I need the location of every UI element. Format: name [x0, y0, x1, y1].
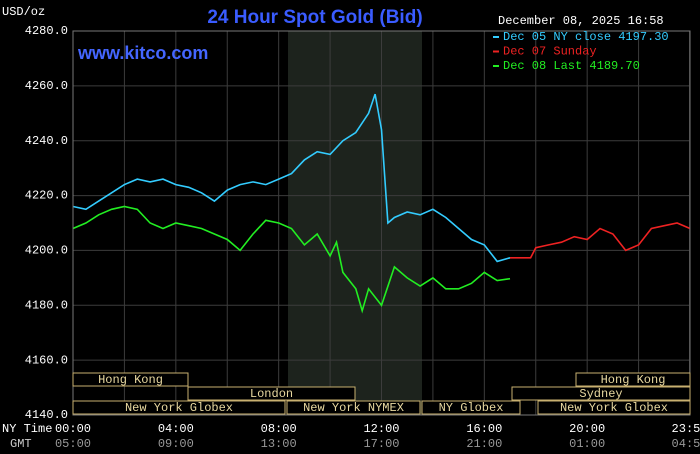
session-box: [187, 386, 356, 401]
legend-label: Dec 05 NY close 4197.30: [503, 30, 669, 44]
x-tick-gmt-label: 04:59: [672, 437, 700, 451]
x-tick-label: 16:00: [466, 422, 502, 436]
x-tick-label: 08:00: [261, 422, 297, 436]
y-tick-label: 4180.0: [25, 298, 68, 312]
session-label: New York Globex: [125, 401, 233, 415]
x-tick-label: 04:00: [158, 422, 194, 436]
x-tick-label: 12:00: [363, 422, 399, 436]
session-label: New York Globex: [560, 401, 668, 415]
y-tick-label: 4280.0: [25, 24, 68, 38]
x-row-label: NY Time: [2, 422, 52, 436]
x-row-label: GMT: [10, 437, 32, 451]
y-tick-label: 4260.0: [25, 79, 68, 93]
session-box: [72, 372, 189, 387]
overlap-shade: [288, 31, 422, 415]
session-label: Hong Kong: [601, 373, 666, 387]
x-tick-gmt-label: 05:00: [55, 437, 91, 451]
session-label: NY Globex: [439, 401, 504, 415]
session-label: New York NYMEX: [303, 401, 404, 415]
session-box: [537, 400, 691, 415]
legend-label: Dec 07 Sunday: [503, 45, 597, 59]
x-tick-label: 23:59: [672, 422, 700, 436]
lines: [72, 93, 691, 314]
y-tick-label: 4200.0: [25, 244, 68, 258]
x-tick-label: 20:00: [569, 422, 605, 436]
session-box: [421, 400, 521, 415]
y-tick-label: 4160.0: [25, 353, 68, 367]
plot-frame: [72, 30, 691, 416]
y-tick-label: 4220.0: [25, 189, 68, 203]
series-line: [72, 93, 511, 263]
y-tick-label: 4140.0: [25, 408, 68, 422]
x-tick-gmt-label: 09:00: [158, 437, 194, 451]
session-label: Hong Kong: [98, 373, 163, 387]
timestamp: December 08, 2025 16:58: [498, 14, 664, 28]
session-box: [575, 372, 691, 387]
y-tick-label: 4240.0: [25, 134, 68, 148]
website: www.kitco.com: [77, 43, 208, 63]
chart-title: 24 Hour Spot Gold (Bid): [207, 7, 422, 28]
x-tick-gmt-label: 01:00: [569, 437, 605, 451]
x-tick-label: 00:00: [55, 422, 91, 436]
series-line: [72, 205, 511, 314]
session-box: [511, 386, 691, 401]
x-tick-gmt-label: 13:00: [261, 437, 297, 451]
session-label: London: [250, 387, 293, 401]
x-tick-gmt-label: 21:00: [466, 437, 502, 451]
legend-label: Dec 08 Last 4189.70: [503, 59, 640, 73]
x-tick-gmt-label: 17:00: [363, 437, 399, 451]
y-unit: USD/oz: [2, 5, 45, 19]
session-label: Sydney: [579, 387, 622, 401]
session-box: [72, 400, 286, 415]
series-line: [510, 222, 691, 259]
session-box: [286, 400, 421, 415]
